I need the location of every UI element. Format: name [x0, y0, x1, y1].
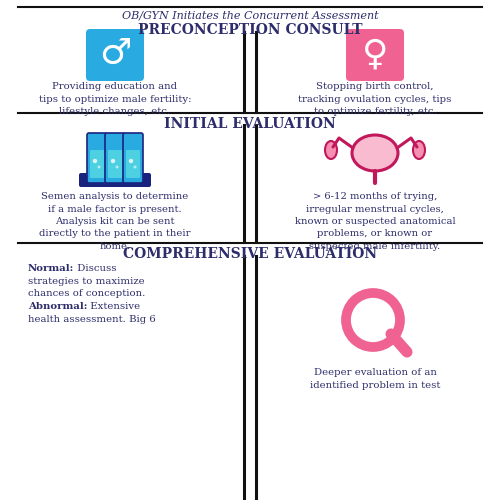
Text: Abnormal:: Abnormal: [28, 302, 88, 311]
Text: health assessment. Big 6: health assessment. Big 6 [28, 315, 156, 324]
FancyBboxPatch shape [123, 133, 143, 183]
Text: Semen analysis to determine
if a male factor is present.
Analysis kit can be sen: Semen analysis to determine if a male fa… [39, 192, 191, 251]
Circle shape [129, 159, 133, 163]
Text: Discuss: Discuss [74, 264, 117, 273]
FancyBboxPatch shape [86, 29, 144, 81]
Text: ♀: ♀ [362, 37, 388, 71]
Text: ♂: ♂ [99, 37, 131, 71]
Text: COMPREHENSIVE EVALUATION: COMPREHENSIVE EVALUATION [123, 247, 377, 261]
FancyBboxPatch shape [108, 150, 122, 178]
Circle shape [98, 166, 100, 168]
Ellipse shape [352, 135, 398, 171]
Text: OB/GYN Initiates the Concurrent Assessment: OB/GYN Initiates the Concurrent Assessme… [122, 11, 378, 21]
Text: > 6-12 months of trying,
irregular menstrual cycles,
known or suspected anatomic: > 6-12 months of trying, irregular menst… [294, 192, 456, 251]
Text: Stopping birth control,
tracking ovulation cycles, tips
to optimize fertility, e: Stopping birth control, tracking ovulati… [298, 82, 452, 116]
Text: INITIAL EVALUATION: INITIAL EVALUATION [164, 117, 336, 131]
FancyBboxPatch shape [90, 150, 104, 178]
FancyBboxPatch shape [105, 133, 125, 183]
Circle shape [93, 159, 97, 163]
Text: PRECONCEPTION CONSULT: PRECONCEPTION CONSULT [138, 23, 362, 37]
FancyBboxPatch shape [346, 29, 404, 81]
Circle shape [111, 159, 115, 163]
FancyBboxPatch shape [79, 173, 151, 187]
Ellipse shape [325, 141, 337, 159]
Text: Normal:: Normal: [28, 264, 74, 273]
Text: strategies to maximize
chances of conception.: strategies to maximize chances of concep… [28, 277, 146, 298]
Text: Extensive: Extensive [88, 302, 141, 311]
Circle shape [116, 166, 118, 168]
Text: Deeper evaluation of an
identified problem in test: Deeper evaluation of an identified probl… [310, 368, 440, 390]
FancyBboxPatch shape [126, 150, 140, 178]
FancyBboxPatch shape [87, 133, 107, 183]
Circle shape [134, 166, 136, 168]
Ellipse shape [413, 141, 425, 159]
Text: Providing education and
tips to optimize male fertility:
lifestyle changes, etc.: Providing education and tips to optimize… [39, 82, 191, 116]
